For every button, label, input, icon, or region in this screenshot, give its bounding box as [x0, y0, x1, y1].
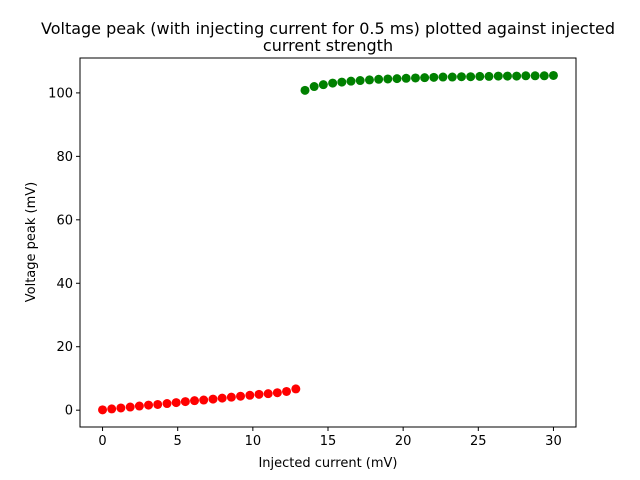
y-tick-label: 60 [56, 213, 73, 228]
x-tick-label: 15 [320, 434, 337, 449]
x-axis-label: Injected current (mV) [258, 456, 397, 471]
x-tick-label: 0 [98, 434, 106, 449]
data-points [98, 70, 558, 415]
y-tick-label: 80 [56, 150, 73, 165]
data-point-series-2 [539, 71, 549, 81]
data-point-series-2 [475, 71, 485, 81]
plot-frame [79, 57, 577, 428]
data-point-series-1 [162, 399, 172, 409]
data-point-series-2 [456, 72, 466, 82]
data-point-series-1 [245, 390, 255, 400]
y-tick-label: 0 [65, 404, 73, 419]
data-point-series-2 [512, 71, 522, 81]
data-point-series-2 [374, 74, 384, 84]
chart-title-line-1: Voltage peak (with injecting current for… [41, 19, 615, 38]
data-point-series-1 [107, 404, 117, 414]
y-tick-label: 40 [56, 277, 73, 292]
data-point-series-1 [190, 396, 200, 406]
x-tick-label: 20 [395, 434, 412, 449]
data-point-series-2 [493, 71, 503, 81]
data-point-series-1 [282, 386, 292, 396]
data-point-series-1 [254, 389, 264, 399]
y-tick-label: 100 [48, 86, 73, 101]
y-axis-label: Voltage peak (mV) [24, 182, 39, 302]
chart-title-line-2: current strength [263, 36, 393, 55]
data-point-series-2 [466, 72, 476, 82]
data-point-series-2 [521, 71, 531, 81]
y-tick-label: 20 [56, 340, 73, 355]
data-point-series-2 [420, 73, 430, 83]
data-point-series-1 [208, 394, 218, 404]
data-point-series-2 [429, 72, 439, 82]
data-point-series-1 [263, 389, 273, 399]
data-point-series-1 [272, 388, 282, 398]
data-point-series-2 [447, 72, 457, 82]
data-point-series-2 [410, 73, 420, 83]
x-tick-label: 10 [245, 434, 262, 449]
data-point-series-1 [125, 402, 135, 412]
data-point-series-2 [337, 77, 347, 87]
data-point-series-2 [401, 73, 411, 83]
data-point-series-1 [199, 395, 209, 405]
data-point-series-1 [236, 391, 246, 401]
data-point-series-2 [392, 74, 402, 84]
x-tick-label: 30 [545, 434, 562, 449]
data-point-series-2 [484, 71, 494, 81]
data-point-series-2 [502, 71, 512, 81]
data-point-series-2 [438, 72, 448, 82]
data-point-series-2 [364, 75, 374, 85]
data-point-series-1 [226, 392, 236, 402]
axis-ticks: 0 5 10 15 20 25 30 0 20 40 60 80 100 [48, 86, 562, 449]
data-point-series-1 [144, 400, 154, 410]
data-point-series-1 [98, 405, 108, 415]
data-point-series-1 [291, 384, 301, 394]
data-point-series-1 [180, 397, 190, 407]
data-point-series-2 [530, 71, 540, 81]
data-point-series-2 [300, 85, 310, 95]
data-point-series-1 [171, 398, 181, 408]
data-point-series-1 [134, 401, 144, 411]
data-point-series-2 [309, 82, 319, 92]
data-point-series-2 [346, 76, 356, 86]
data-point-series-1 [116, 403, 126, 413]
x-tick-label: 5 [174, 434, 182, 449]
data-point-series-2 [328, 78, 338, 88]
data-point-series-2 [383, 74, 393, 84]
data-point-series-2 [355, 76, 365, 86]
data-point-series-1 [217, 393, 227, 403]
data-point-series-1 [153, 399, 163, 409]
x-tick-label: 25 [470, 434, 487, 449]
data-point-series-2 [318, 80, 328, 90]
data-point-series-2 [548, 70, 558, 80]
